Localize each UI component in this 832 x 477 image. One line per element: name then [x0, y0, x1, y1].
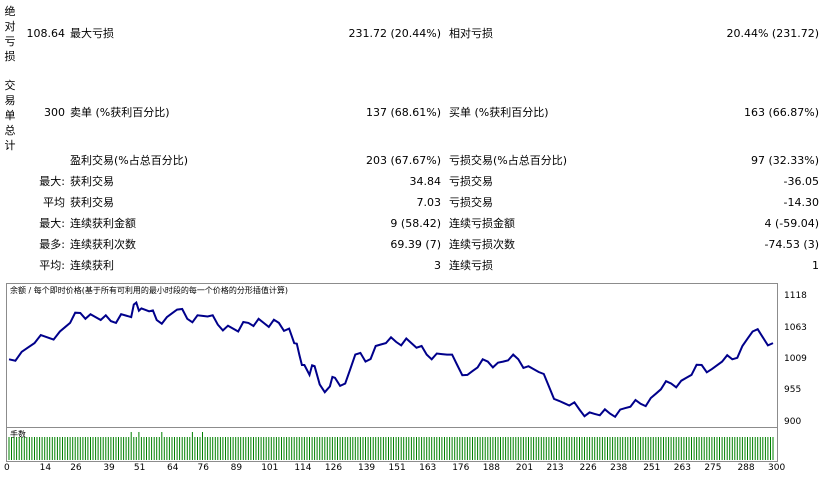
stat-value: -14.30: [783, 196, 819, 209]
volume-chart-title: 手数: [10, 430, 26, 439]
long-positions-value: 163 (66.87%): [743, 106, 819, 119]
balance-line-plot: [8, 300, 774, 419]
relative-drawdown-label: 相对亏损: [449, 27, 493, 40]
x-tick-label: 26: [70, 463, 82, 473]
stat-label: 亏损交易: [449, 175, 493, 188]
stat-label: 连续获利: [70, 259, 114, 272]
max-drawdown-label: 最大亏损: [70, 27, 114, 40]
stat-value: 3: [434, 259, 441, 272]
x-tick-label: 275: [704, 463, 722, 473]
stat-value: 9 (58.42): [390, 217, 441, 230]
x-tick-label: 14: [39, 463, 52, 473]
x-tick-label: 251: [643, 463, 661, 473]
x-tick-label: 101: [261, 463, 279, 473]
stat-label: 获利交易: [70, 175, 114, 188]
stat-label: 获利交易: [70, 196, 114, 209]
stat-prefix: 最大:: [39, 217, 65, 230]
balance-series-line: [8, 300, 774, 419]
x-tick-label: 188: [482, 463, 500, 473]
x-tick-label: 151: [388, 463, 406, 473]
x-tick-label: 288: [737, 463, 755, 473]
stat-value: -74.53 (3): [764, 238, 819, 251]
x-tick-label: 39: [103, 463, 115, 473]
volume-chart: 手数: [6, 427, 778, 462]
x-tick-label: 226: [579, 463, 597, 473]
x-tick-label: 176: [452, 463, 470, 473]
stat-label: 连续亏损金额: [449, 217, 515, 230]
stat-value: 97 (32.33%): [750, 154, 819, 167]
x-tick-label: 201: [515, 463, 534, 473]
balance-chart-title: 余额 / 每个即时价格(基于所有可利用的最小时段的每一个价格的分形插值计算): [10, 286, 289, 295]
y-tick-label: 900: [784, 417, 802, 427]
absolute-drawdown-value: 108.64: [26, 27, 66, 40]
x-tick-label: 114: [294, 463, 312, 473]
stat-label: 盈利交易(%占总百分比): [70, 154, 189, 167]
short-positions-label: 卖单 (%获利百分比): [70, 106, 170, 119]
x-tick-label: 213: [546, 463, 564, 473]
stat-value: 7.03: [416, 196, 442, 209]
x-tick-label: 51: [133, 463, 146, 473]
stat-prefix: 最大:: [39, 175, 65, 188]
total-trades-label: 交易单总计: [4, 79, 16, 152]
stat-prefix: 平均:: [39, 259, 65, 272]
max-drawdown-value: 231.72 (20.44%): [348, 27, 441, 40]
x-tick-label: 89: [230, 463, 243, 473]
y-tick-label: 955: [784, 385, 802, 396]
volume-bars: [8, 432, 774, 460]
stat-prefix: 平均: [43, 196, 65, 209]
total-trades-value: 300: [44, 106, 65, 119]
y-tick-label: 1063: [784, 322, 807, 333]
stat-value: 1: [812, 259, 819, 272]
stat-label: 连续获利金额: [70, 217, 136, 230]
stat-value: 203 (67.67%): [365, 154, 441, 167]
x-tick-label: 76: [197, 463, 209, 473]
short-positions-value: 137 (68.61%): [365, 106, 441, 119]
x-tick-label: 263: [673, 463, 691, 473]
x-tick-label: 126: [324, 463, 343, 473]
stat-prefix: 最多:: [39, 238, 65, 251]
x-tick-label: 238: [610, 463, 628, 473]
x-tick-label: 139: [357, 463, 376, 473]
stat-value: 69.39 (7): [390, 238, 441, 251]
x-tick-label: 163: [419, 463, 437, 473]
x-tick-label: 64: [166, 463, 179, 473]
stat-label: 连续获利次数: [70, 238, 136, 251]
stat-value: 34.84: [409, 175, 442, 188]
y-tick-label: 1009: [784, 354, 807, 364]
x-tick-label: 300: [768, 463, 786, 473]
stat-value: -36.05: [783, 175, 819, 188]
stat-label: 连续亏损: [449, 259, 493, 272]
balance-chart: 余额 / 每个即时价格(基于所有可利用的最小时段的每一个价格的分形插值计算): [6, 283, 778, 428]
stat-label: 亏损交易: [449, 196, 493, 209]
stat-label: 亏损交易(%占总百分比): [449, 154, 568, 167]
y-tick-label: 1118: [784, 291, 807, 301]
x-tick-label: 0: [4, 463, 10, 473]
relative-drawdown-value: 20.44% (231.72): [726, 27, 819, 40]
stat-label: 连续亏损次数: [449, 238, 515, 251]
long-positions-label: 买单 (%获利百分比): [449, 106, 549, 119]
absolute-drawdown-label: 绝对亏损: [4, 5, 16, 63]
stat-value: 4 (-59.04): [764, 217, 819, 230]
